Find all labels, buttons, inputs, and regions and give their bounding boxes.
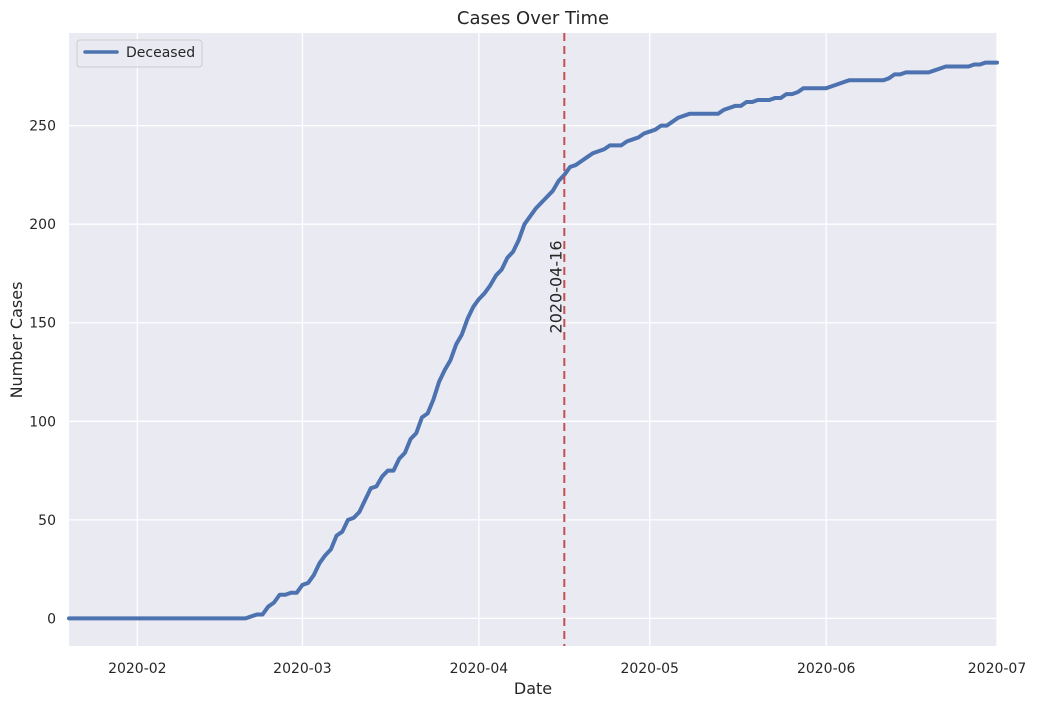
legend: Deceased xyxy=(76,39,203,68)
x-tick-label: 2020-04 xyxy=(450,661,509,677)
x-tick-label: 2020-07 xyxy=(968,661,1027,677)
y-gridlines xyxy=(69,124,997,620)
annotation-layer: 2020-04-16 xyxy=(546,33,566,646)
y-tick-label: 200 xyxy=(29,217,56,233)
x-tick-label: 2020-06 xyxy=(797,661,856,677)
y-tick-label: 50 xyxy=(38,513,56,529)
chart-title: Cases Over Time xyxy=(457,8,609,29)
legend-box xyxy=(76,39,203,68)
series-layer xyxy=(67,60,999,621)
legend-label-deceased: Deceased xyxy=(126,45,195,61)
x-axis-label: Date xyxy=(514,679,552,698)
plot-area xyxy=(69,33,997,646)
x-tick-label: 2020-03 xyxy=(273,661,332,677)
y-axis-label: Number Cases xyxy=(7,282,26,399)
y-tick-label: 250 xyxy=(29,119,56,135)
y-tick-label: 150 xyxy=(29,316,56,332)
x-tick-label: 2020-02 xyxy=(108,661,167,677)
series-line-deceased xyxy=(67,60,999,621)
x-tick-label: 2020-05 xyxy=(620,661,679,677)
x-tick-labels: 2020-02 2020-03 2020-04 2020-05 2020-06 2020-… xyxy=(108,661,1026,677)
annotation-label: 2020-04-16 xyxy=(546,241,565,334)
y-tick-label: 100 xyxy=(29,414,56,430)
y-tick-label: 0 xyxy=(47,611,56,627)
x-gridlines xyxy=(136,33,998,646)
y-tick-labels: 0 50 100 150 200 250 xyxy=(29,119,56,628)
